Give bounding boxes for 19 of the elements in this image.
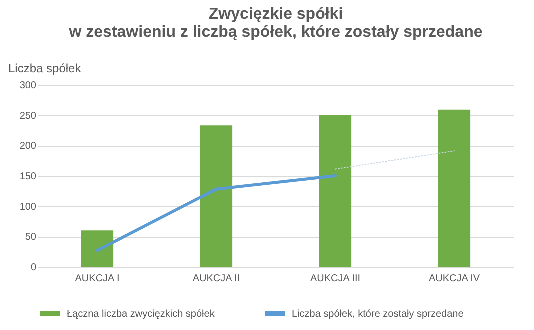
legend-label: Łączna liczba zwycięzkich spółek (67, 308, 216, 320)
y-tick-label: 150 (20, 172, 37, 182)
y-tick-label: 50 (25, 232, 37, 244)
y-tick-label: 0 (30, 262, 37, 274)
x-tick-label: AUKCJA IV (428, 274, 480, 284)
bar (200, 126, 233, 267)
y-tick-label: 250 (20, 110, 37, 122)
x-tick-label: AUKCJA III (310, 274, 361, 284)
bar (319, 115, 352, 267)
y-tick-label: 200 (20, 141, 37, 152)
y-tick-label: 100 (20, 202, 37, 213)
x-tick-label: AUKCJA II (192, 274, 240, 284)
bar (438, 110, 471, 267)
y-tick-label: 300 (20, 80, 37, 92)
x-tick-label: AUKCJA I (75, 274, 120, 284)
y-axis-title: Liczba spółek (8, 62, 82, 76)
chart-title: Zwycięzkie spółki w zestawieniu z liczbą spółek, które zostały sprzedane (68, 6, 483, 41)
bar (81, 230, 114, 267)
legend-label: Liczba spółek, które zostały sprzedane (292, 308, 464, 320)
